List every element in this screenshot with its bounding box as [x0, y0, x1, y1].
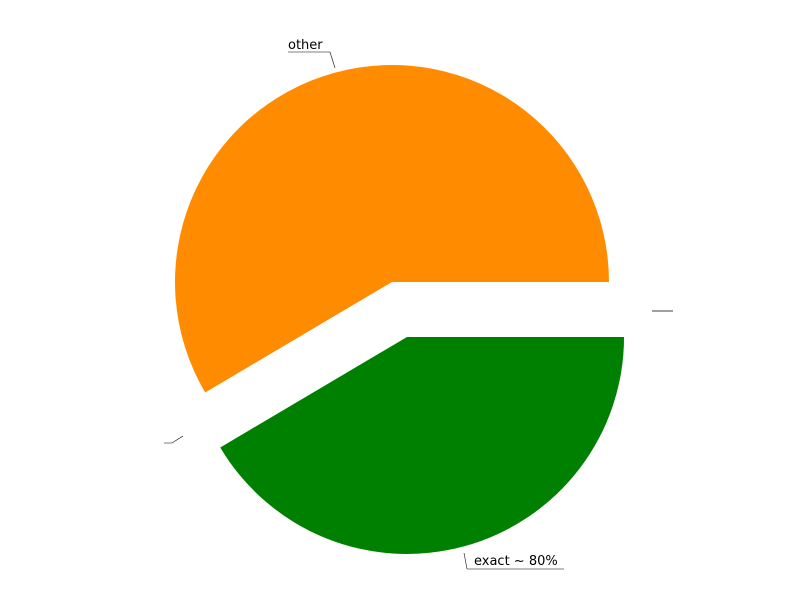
pie-slice-exact [220, 336, 625, 554]
slice-label-other: other [288, 38, 323, 53]
pie-slice-other [175, 64, 610, 393]
left-stray-mark [164, 435, 184, 444]
pie-labels: other exact ~ 80% [288, 38, 564, 570]
pie-slices [175, 64, 625, 554]
stray-leader-marks [164, 310, 673, 444]
label-leader-line-1 [463, 552, 468, 570]
slice-label-exact: exact ~ 80% [474, 554, 558, 569]
label-leader-line-0 [329, 51, 336, 69]
